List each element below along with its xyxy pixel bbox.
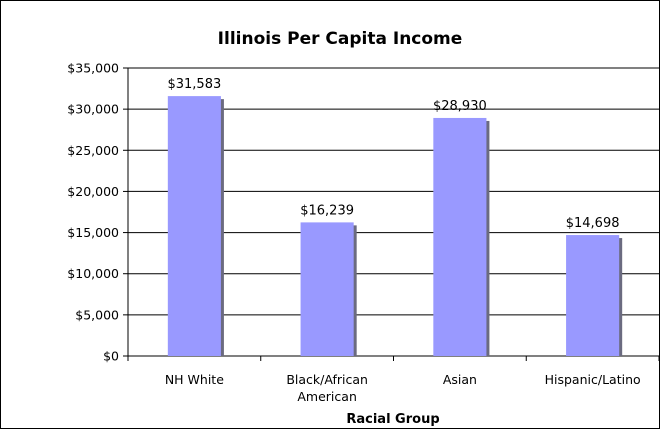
x-tick-label: Asian: [443, 372, 477, 387]
y-tick-label: $35,000: [67, 61, 119, 76]
data-label: $16,239: [300, 203, 354, 218]
data-labels: $31,583 $16,239 $28,930 $14,698: [167, 77, 619, 231]
y-tick-label: $0: [103, 349, 119, 364]
bar: [300, 222, 354, 356]
x-tick-label: Hispanic/Latino: [545, 372, 641, 387]
x-axis-title: Racial Group: [346, 412, 439, 427]
data-label: $31,583: [167, 77, 221, 92]
bar: [167, 96, 221, 356]
y-tick-label: $15,000: [67, 225, 119, 240]
x-tick-labels: NH White Black/African American Asian Hispan…: [165, 372, 641, 404]
data-label: $14,698: [566, 216, 620, 231]
y-tick-label: $20,000: [67, 184, 119, 199]
bar: [433, 117, 487, 357]
x-tick-label: Black/African American: [286, 372, 368, 404]
x-tick-label: NH White: [165, 372, 224, 387]
data-label: $28,930: [433, 99, 487, 114]
y-tick-label: $10,000: [67, 266, 119, 281]
y-tick-label: $30,000: [67, 102, 119, 117]
y-tick-labels: $0 $5,000 $10,000 $15,000 $20,000 $25,000 $30,…: [67, 61, 119, 364]
y-tick-label: $25,000: [67, 143, 119, 158]
bars: [167, 96, 623, 357]
chart-title: Illinois Per Capita Income: [218, 29, 463, 49]
bar: [566, 235, 620, 356]
y-tick-label: $5,000: [75, 307, 119, 322]
